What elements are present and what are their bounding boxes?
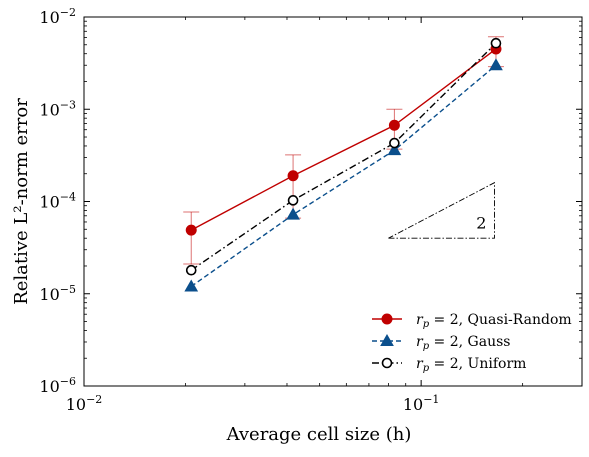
slope-label: 2 <box>476 213 486 232</box>
x-tick-label: 10−2 <box>66 393 103 414</box>
y-tick-label: 10−4 <box>39 191 76 212</box>
legend-label: rp = 2, Quasi-Random <box>416 312 572 330</box>
series-2 <box>185 37 502 276</box>
data-point <box>287 170 299 182</box>
series-line <box>190 64 497 288</box>
series-line <box>190 42 497 271</box>
data-point <box>389 137 400 149</box>
legend: rp = 2, Quasi-Random rp = 2, Gauss rp = 2,… <box>372 312 572 374</box>
y-axis-label: Relative L²-norm error <box>11 98 32 305</box>
legend-marker <box>381 357 393 369</box>
series-0 <box>183 36 504 265</box>
y-tick-label: 10−6 <box>39 375 76 396</box>
legend-marker <box>381 313 393 325</box>
data-point <box>286 207 300 220</box>
series-line <box>190 48 497 231</box>
data-point <box>185 264 197 276</box>
data-point <box>489 58 503 71</box>
legend-label: rp = 2, Uniform <box>416 356 526 374</box>
series-1 <box>184 58 503 292</box>
data-point <box>185 224 197 236</box>
data-point <box>388 119 400 131</box>
legend-label: rp = 2, Gauss <box>416 334 510 352</box>
data-point <box>184 279 199 292</box>
axes-frame <box>83 16 583 387</box>
y-tick-label: 10−3 <box>39 98 76 119</box>
x-tick-label: 10−1 <box>403 393 440 414</box>
data-point <box>490 37 502 49</box>
legend-marker <box>380 333 394 346</box>
slope-triangle <box>388 181 495 239</box>
y-tick-label: 10−5 <box>39 283 76 304</box>
x-axis-label: Average cell size (h) <box>226 424 412 445</box>
data-point <box>387 143 402 156</box>
data-point <box>287 195 299 206</box>
y-tick-label: 10−2 <box>39 6 76 27</box>
